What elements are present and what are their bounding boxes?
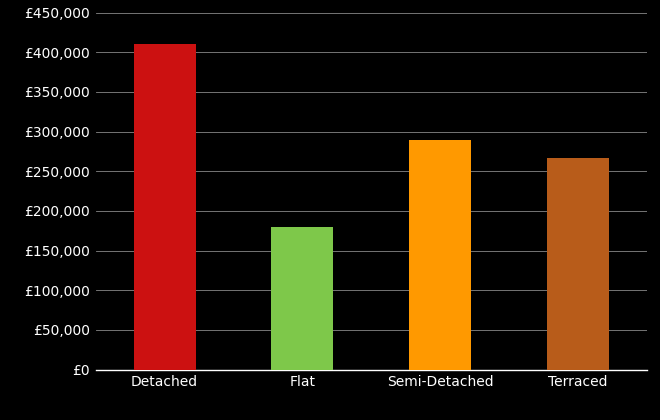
Bar: [409, 139, 471, 370]
Bar: [133, 45, 195, 370]
Bar: [271, 227, 333, 370]
Bar: [547, 158, 609, 370]
